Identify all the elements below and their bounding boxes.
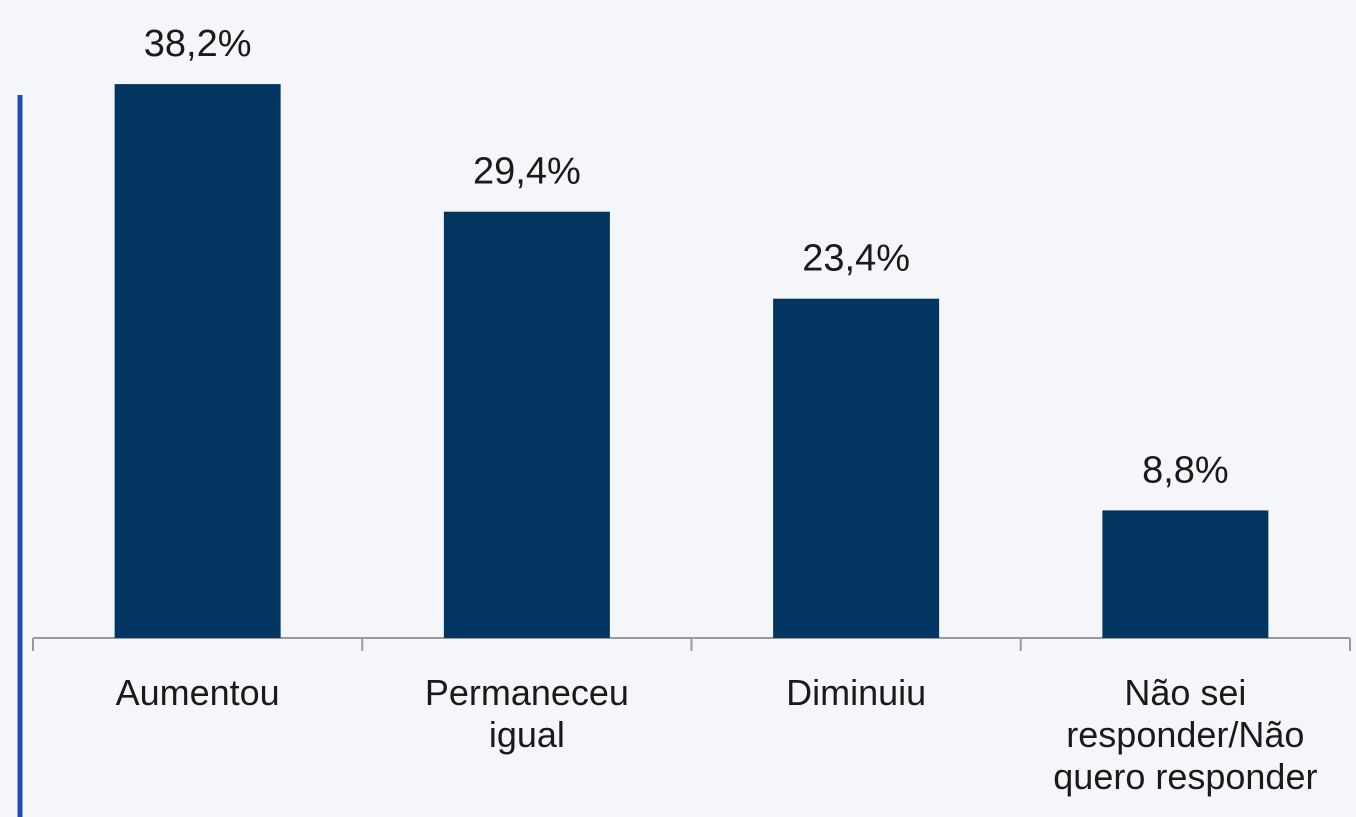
value-label: 23,4% [802, 238, 910, 280]
x-tick-label: Não sei responder/Não quero responder [1053, 672, 1318, 797]
x-tick-label: Permaneceu igual [424, 672, 629, 755]
bar [443, 211, 610, 638]
bar [1102, 510, 1269, 638]
value-label: 8,8% [1142, 449, 1229, 491]
x-tick-label: Diminuiu [786, 672, 927, 713]
value-label: 29,4% [473, 151, 581, 193]
value-label: 38,2% [144, 23, 252, 65]
x-tick-label: Aumentou [115, 672, 280, 713]
bar [773, 298, 940, 638]
bar [114, 84, 281, 639]
